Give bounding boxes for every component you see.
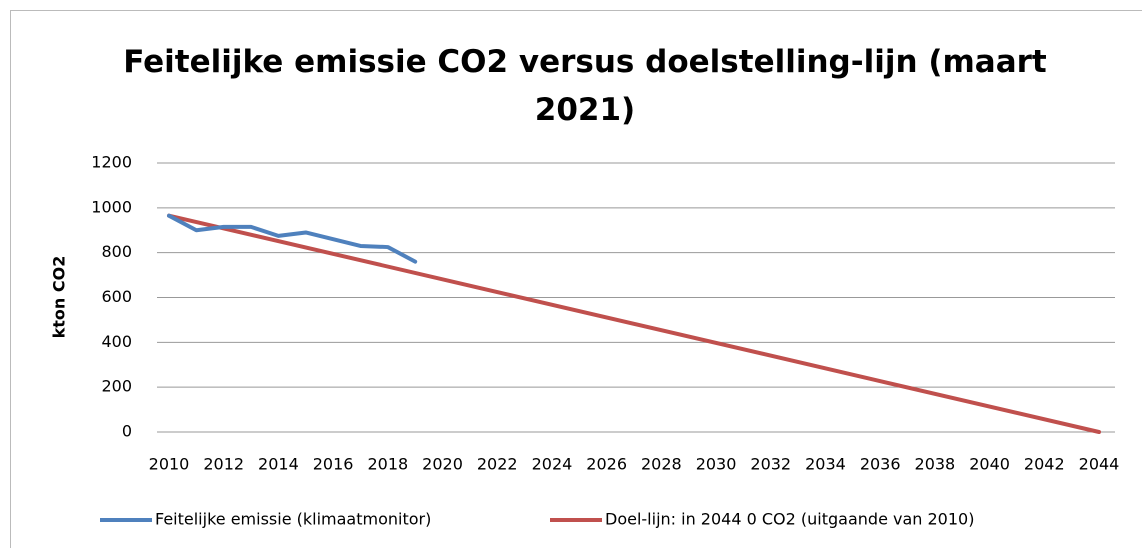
x-tick-label: 2026 (586, 455, 627, 474)
x-tick-label: 2034 (805, 455, 846, 474)
x-tick-label: 2036 (860, 455, 901, 474)
x-tick-label: 2044 (1079, 455, 1120, 474)
legend-label: Doel-lijn: in 2044 0 CO2 (uitgaande van … (605, 510, 974, 529)
y-tick-label: 0 (122, 422, 132, 441)
line-series (167, 213, 1101, 434)
y-tick-label: 800 (101, 242, 132, 261)
y-axis-label: kton CO2 (50, 256, 69, 339)
x-tick-label: 2016 (313, 455, 354, 474)
line-series (167, 213, 418, 264)
x-tick-label: 2012 (203, 455, 244, 474)
x-tick-label: 2014 (258, 455, 299, 474)
x-tick-label: 2038 (915, 455, 956, 474)
x-tick-label: 2032 (750, 455, 791, 474)
x-tick-label: 2024 (532, 455, 573, 474)
y-tick-label: 400 (101, 332, 132, 351)
x-tick-label: 2018 (367, 455, 408, 474)
legend-label: Feitelijke emissie (klimaatmonitor) (155, 510, 431, 529)
y-tick-label: 1000 (91, 197, 132, 216)
x-tick-label: 2010 (149, 455, 190, 474)
x-tick-label: 2022 (477, 455, 518, 474)
y-tick-label: 1200 (91, 153, 132, 172)
x-tick-label: 2030 (696, 455, 737, 474)
y-tick-label: 200 (101, 377, 132, 396)
chart-border (10, 10, 1142, 548)
x-tick-label: 2028 (641, 455, 682, 474)
x-tick-label: 2040 (969, 455, 1010, 474)
y-tick-label: 600 (101, 287, 132, 306)
chart-title: Feitelijke emissie CO2 versus doelstelli… (123, 44, 1047, 128)
x-tick-label: 2042 (1024, 455, 1065, 474)
x-tick-label: 2020 (422, 455, 463, 474)
